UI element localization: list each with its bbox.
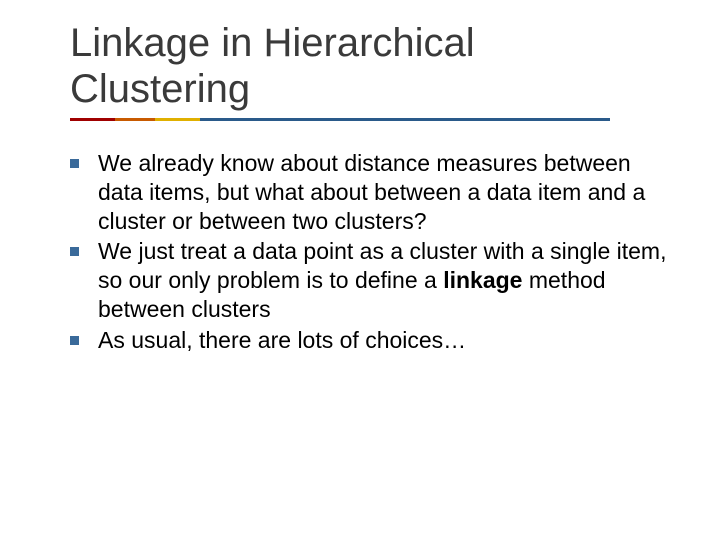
bullet-list: We already know about distance measures … [70,149,670,354]
bullet-text-before: As usual, there are lots of choices… [98,327,466,353]
slide-title: Linkage in Hierarchical Clustering [70,20,670,112]
underline-seg-yellow [155,118,200,121]
list-item: As usual, there are lots of choices… [98,326,670,355]
underline-seg-blue [200,118,610,121]
underline-seg-orange [115,118,155,121]
bullet-marker-icon [70,336,79,345]
bullet-marker-icon [70,247,79,256]
list-item: We just treat a data point as a cluster … [98,237,670,323]
bullet-text-bold: linkage [443,267,522,293]
title-line-2: Clustering [70,67,250,111]
list-item: We already know about distance measures … [98,149,670,235]
title-line-1: Linkage in Hierarchical [70,21,475,65]
bullet-text-before: We already know about distance measures … [98,150,645,234]
slide: Linkage in Hierarchical Clustering We al… [0,0,720,540]
title-underline [70,118,610,121]
bullet-marker-icon [70,159,79,168]
underline-seg-red [70,118,115,121]
